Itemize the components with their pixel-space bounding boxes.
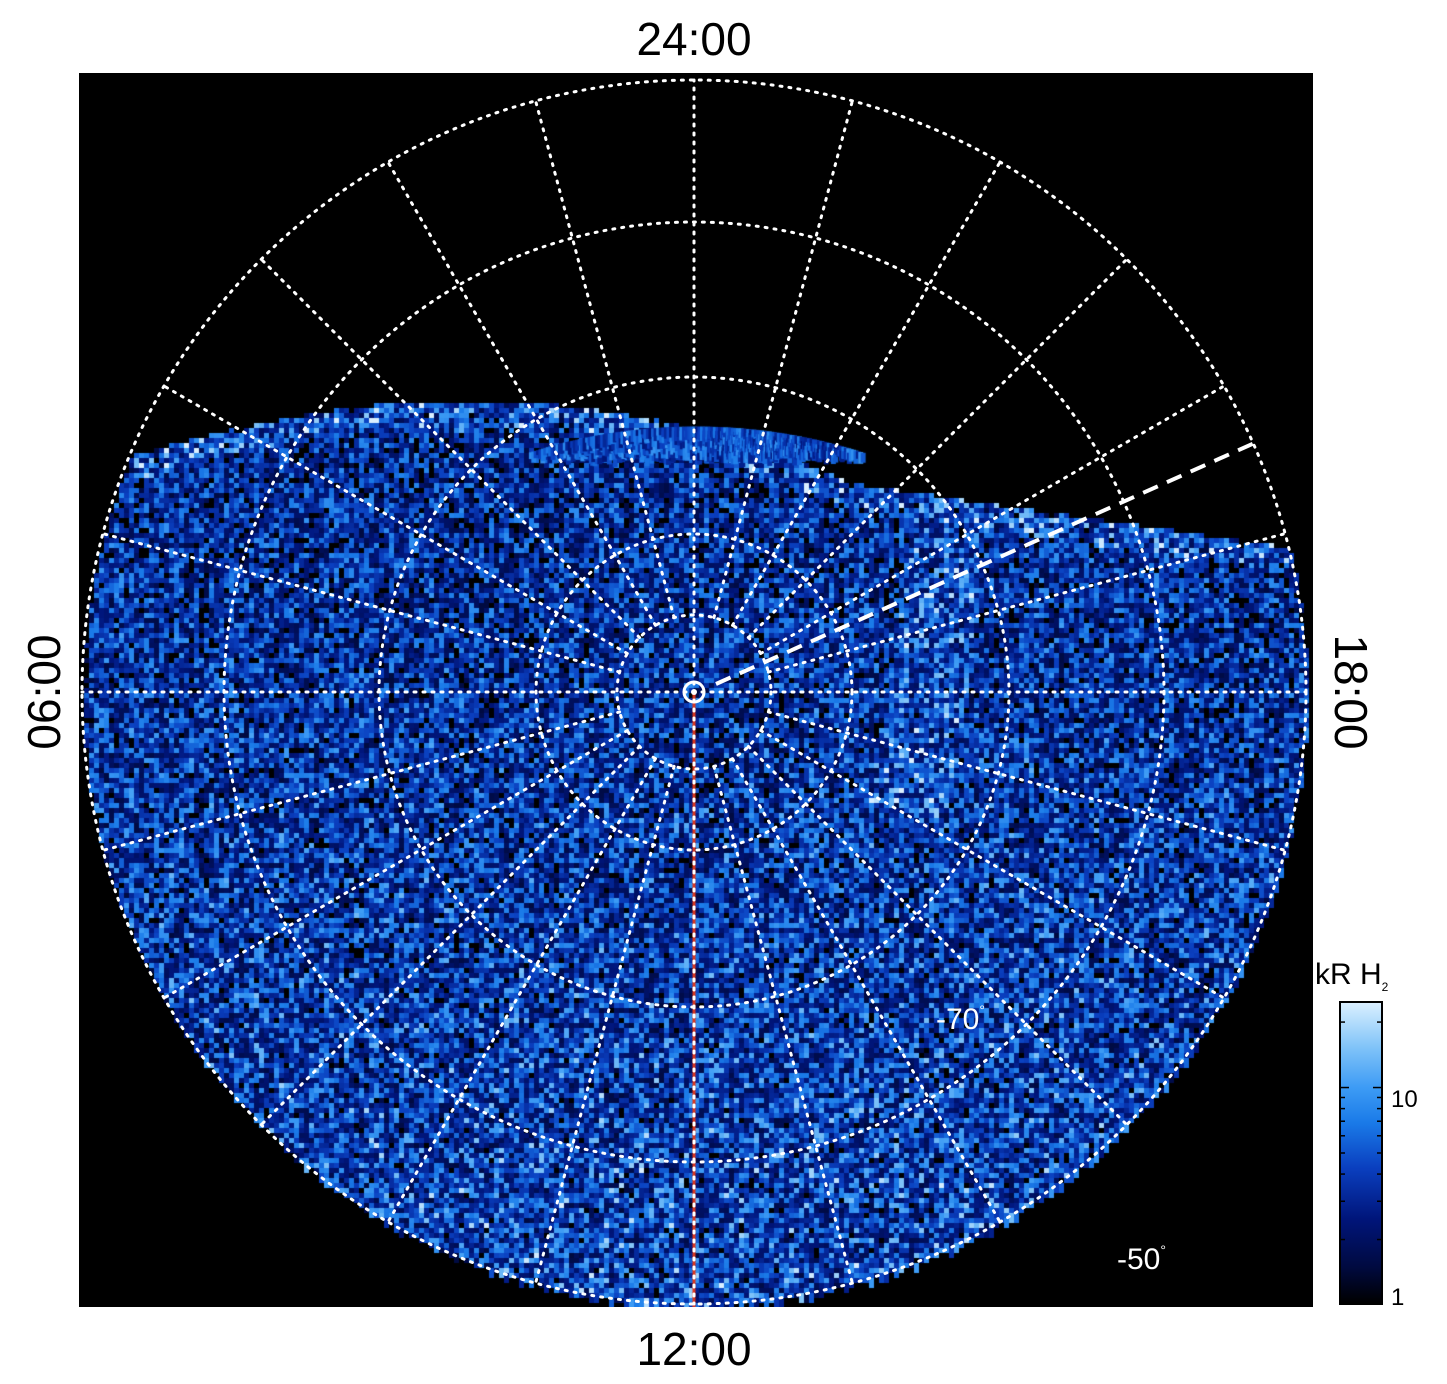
meridian-line (534, 99, 676, 620)
polar-projection-plot: -70° -50° (79, 73, 1313, 1307)
meridian-line (731, 160, 1002, 627)
colorbar-tick-label-10: 10 (1391, 1086, 1418, 1113)
meridian-line (759, 384, 1226, 655)
latitude-circle (534, 532, 854, 852)
dashed-direction-line (715, 439, 1260, 686)
meridian-line (259, 744, 642, 1127)
meridian-line (534, 764, 676, 1285)
meridian-line (259, 257, 642, 640)
meridian-line (759, 729, 1226, 1000)
meridian-line (766, 710, 1287, 852)
meridian-line (101, 532, 622, 674)
latitude-label-50: -50° (1117, 1242, 1166, 1276)
polar-grid-overlay (80, 78, 1308, 1306)
colorbar-tick-label-1: 1 (1391, 1284, 1405, 1311)
local-time-label-dusk: 18:00 (1325, 634, 1377, 750)
latitude-circle (615, 613, 773, 771)
meridian-line (746, 257, 1129, 640)
meridian-line (386, 757, 657, 1224)
pole-marker (682, 680, 706, 704)
colorbar (1339, 1001, 1383, 1305)
meridian-line (162, 384, 629, 655)
meridian-line (766, 532, 1287, 674)
colorbar-tick-marks (1339, 1021, 1383, 1241)
local-time-label-noon: 12:00 (636, 1323, 752, 1375)
meridian-line (386, 160, 657, 627)
latitude-label-70: -70° (936, 1002, 985, 1036)
meridian-line (712, 764, 854, 1285)
meridian-line (712, 99, 854, 620)
pole-marker-center (691, 689, 697, 695)
colorbar-title: kR H2 (1315, 958, 1389, 994)
meridian-line (731, 757, 1002, 1224)
meridian-line (746, 744, 1129, 1127)
meridian-line (101, 710, 622, 852)
local-time-label-dawn: 06:00 (18, 634, 70, 750)
local-time-label-midnight: 24:00 (636, 13, 752, 65)
meridian-line (162, 729, 629, 1000)
